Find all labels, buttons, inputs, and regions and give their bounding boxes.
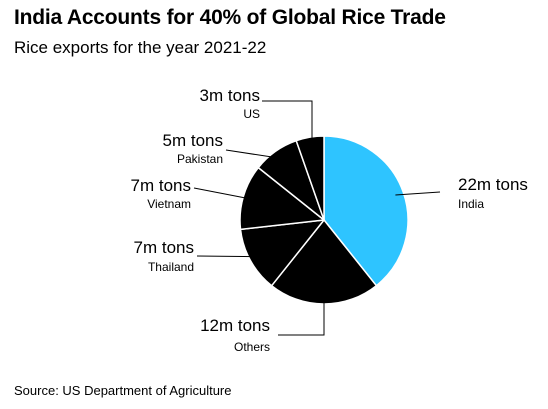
category-label-vietnam: Vietnam [147, 197, 191, 211]
pie-slice-vietnam [239, 166, 325, 231]
value-label-us: 3m tons [200, 86, 260, 105]
value-label-vietnam: 7m tons [131, 176, 191, 195]
category-label-india: India [458, 197, 484, 211]
value-label-others: 12m tons [200, 316, 270, 335]
value-label-india: 22m tons [458, 175, 528, 194]
pie-slice-india [323, 135, 409, 287]
leader-line-us [262, 100, 313, 142]
category-label-thailand: Thailand [148, 260, 194, 274]
leader-line-others [278, 295, 325, 336]
leader-line-vietnam [193, 187, 252, 200]
chart-title: India Accounts for 40% of Global Rice Tr… [14, 6, 446, 29]
category-label-pakistan: Pakistan [177, 152, 223, 166]
pie-slices [239, 135, 409, 305]
chart-subtitle: Rice exports for the year 2021-22 [14, 38, 267, 57]
pie-slice-thailand [239, 219, 325, 287]
leader-line-thailand [196, 255, 258, 258]
value-label-thailand: 7m tons [134, 238, 194, 257]
leader-line-india [395, 191, 441, 196]
category-label-us: US [243, 107, 260, 121]
slice-labels: 22m tons India 12m tons Others 7m tons Thaila… [131, 86, 528, 354]
leader-line-pakistan [225, 149, 281, 159]
category-label-others: Others [234, 340, 270, 354]
value-label-pakistan: 5m tons [163, 131, 223, 150]
pie-slice-us [295, 135, 325, 221]
source-note: Source: US Department of Agriculture [14, 383, 232, 398]
